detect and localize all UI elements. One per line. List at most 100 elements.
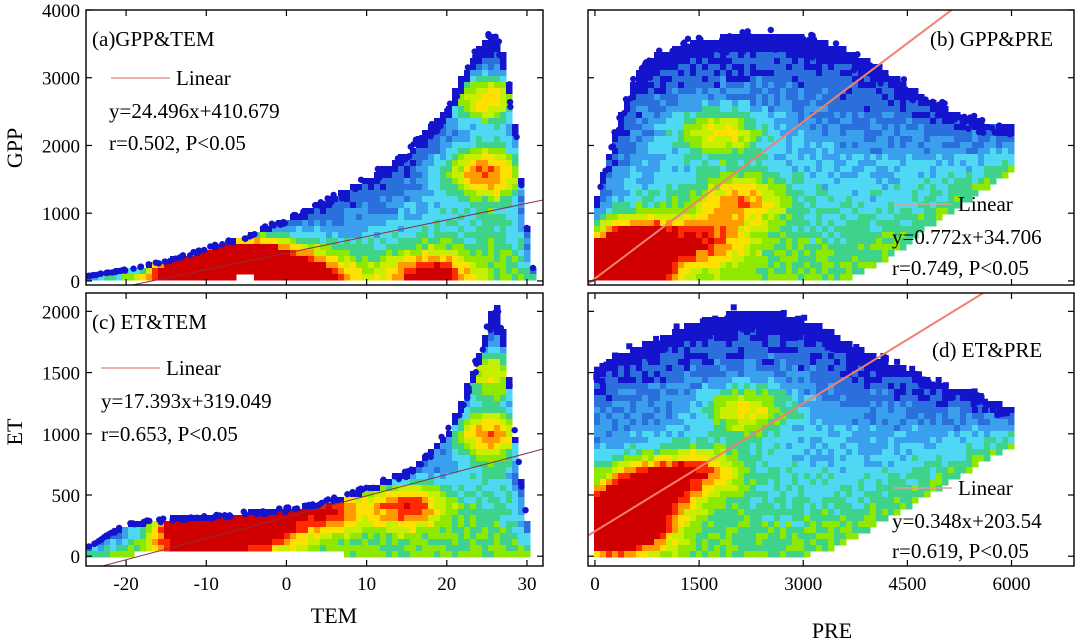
density-cell — [470, 208, 477, 215]
x-tick-label: 30 — [517, 574, 536, 595]
density-cell — [612, 461, 619, 468]
outlier-point — [210, 514, 218, 521]
density-cell — [272, 268, 279, 275]
density-cell — [720, 52, 727, 59]
density-cell — [810, 100, 817, 107]
density-cell — [708, 226, 715, 233]
density-cell — [822, 94, 829, 101]
density-cell — [368, 226, 375, 233]
density-cell — [726, 124, 733, 131]
density-cell — [804, 100, 811, 107]
density-cell — [594, 256, 601, 263]
density-cell — [792, 112, 799, 119]
density-cell — [804, 274, 811, 281]
density-cell — [624, 262, 631, 269]
density-cell — [654, 545, 661, 552]
density-cell — [446, 515, 453, 522]
density-cell — [494, 449, 501, 456]
density-cell — [822, 256, 829, 263]
density-cell — [798, 274, 805, 281]
density-cell — [924, 172, 931, 179]
outlier-point — [929, 98, 937, 105]
density-cell — [152, 268, 159, 275]
outlier-point — [757, 45, 764, 52]
density-cell — [410, 473, 417, 480]
density-cell — [446, 244, 453, 251]
density-cell — [512, 491, 519, 498]
density-cell — [266, 232, 273, 239]
density-cell — [786, 40, 793, 47]
outlier-point — [276, 505, 283, 512]
density-cell — [966, 196, 973, 203]
density-cell — [696, 70, 703, 77]
outlier-point — [941, 100, 948, 107]
density-cell — [942, 112, 949, 119]
density-cell — [906, 88, 913, 95]
density-cell — [482, 130, 489, 137]
outlier-point — [507, 103, 514, 111]
density-cell — [774, 268, 781, 275]
density-cell — [750, 262, 757, 269]
density-cell — [828, 136, 835, 143]
density-cell — [666, 256, 673, 263]
density-cell — [212, 250, 219, 257]
density-cell — [506, 551, 513, 558]
density-cell — [464, 214, 471, 221]
density-cell — [882, 88, 889, 95]
density-cell — [924, 184, 931, 191]
density-cell — [912, 142, 919, 149]
density-cell — [678, 226, 685, 233]
density-cell — [428, 160, 435, 167]
density-cell — [726, 238, 733, 245]
density-cell — [882, 166, 889, 173]
density-cell — [612, 136, 619, 143]
density-cell — [452, 196, 459, 203]
density-cell — [630, 377, 637, 384]
density-cell — [852, 172, 859, 179]
density-cell — [678, 142, 685, 149]
density-cell — [846, 172, 853, 179]
density-cell — [780, 226, 787, 233]
density-cell — [356, 220, 363, 227]
density-cell — [816, 208, 823, 215]
density-cell — [428, 539, 435, 546]
density-cell — [494, 545, 501, 552]
density-cell — [786, 178, 793, 185]
density-cell — [786, 190, 793, 197]
density-cell — [284, 238, 291, 245]
density-cell — [338, 226, 345, 233]
density-cell — [648, 70, 655, 77]
outlier-point — [597, 183, 604, 191]
density-cell — [660, 353, 667, 360]
density-cell — [624, 503, 631, 510]
density-cell — [500, 365, 507, 372]
density-cell — [272, 244, 279, 251]
density-cell — [636, 166, 643, 173]
outlier-point — [680, 40, 687, 47]
density-cell — [750, 136, 757, 143]
density-cell — [350, 202, 357, 209]
density-cell — [398, 515, 405, 522]
density-cell — [894, 130, 901, 137]
density-cell — [374, 172, 381, 179]
density-cell — [918, 166, 925, 173]
density-cell — [780, 118, 787, 125]
density-cell — [500, 383, 507, 390]
density-cell — [642, 521, 649, 528]
outlier-point — [495, 38, 503, 45]
density-cell — [654, 70, 661, 77]
density-cell — [756, 202, 763, 209]
density-cell — [404, 220, 411, 227]
density-cell — [452, 503, 459, 510]
density-cell — [720, 112, 727, 119]
density-cell — [594, 232, 601, 239]
density-cell — [960, 178, 967, 185]
density-cell — [600, 515, 607, 522]
density-cell — [900, 94, 907, 101]
density-cell — [630, 449, 637, 456]
density-cell — [482, 142, 489, 149]
density-cell — [116, 551, 123, 558]
density-cell — [290, 268, 297, 275]
density-cell — [654, 515, 661, 522]
